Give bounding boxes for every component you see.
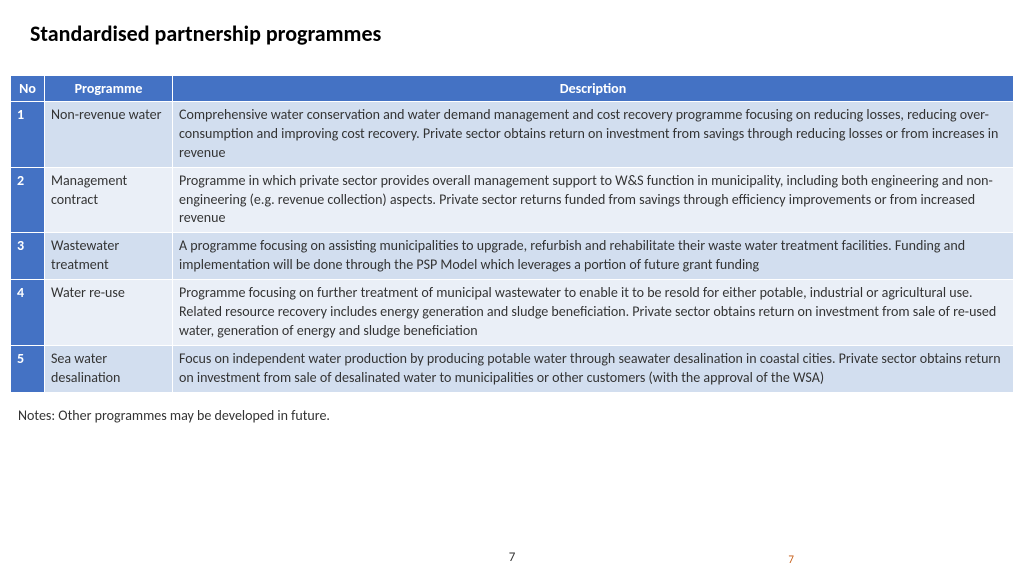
notes-text: Notes: Other programmes may be developed… [18,407,1014,424]
footer: 7 7 [0,547,1024,566]
cell-programme: Management contract [45,167,173,233]
table-row: 2 Management contract Programme in which… [11,167,1014,233]
page-number-accent: 7 [788,553,794,566]
cell-programme: Sea water desalination [45,345,173,392]
cell-no: 1 [11,102,45,168]
cell-description: Comprehensive water conservation and wat… [173,102,1014,168]
cell-programme: Wastewater treatment [45,233,173,280]
table-row: 1 Non-revenue water Comprehensive water … [11,102,1014,168]
page-title: Standardised partnership programmes [30,20,1014,47]
cell-description: Focus on independent water production by… [173,345,1014,392]
table-header-row: No Programme Description [11,76,1014,102]
table-row: 4 Water re-use Programme focusing on fur… [11,280,1014,346]
header-description: Description [173,76,1014,102]
cell-no: 4 [11,280,45,346]
cell-description: A programme focusing on assisting munici… [173,233,1014,280]
table-row: 3 Wastewater treatment A programme focus… [11,233,1014,280]
cell-description: Programme focusing on further treatment … [173,280,1014,346]
table-row: 5 Sea water desalination Focus on indepe… [11,345,1014,392]
page-number-main: 7 [509,550,516,565]
header-programme: Programme [45,76,173,102]
cell-no: 3 [11,233,45,280]
cell-programme: Non-revenue water [45,102,173,168]
cell-description: Programme in which private sector provid… [173,167,1014,233]
cell-no: 2 [11,167,45,233]
programme-table: No Programme Description 1 Non-revenue w… [10,75,1014,393]
header-no: No [11,76,45,102]
cell-programme: Water re-use [45,280,173,346]
cell-no: 5 [11,345,45,392]
